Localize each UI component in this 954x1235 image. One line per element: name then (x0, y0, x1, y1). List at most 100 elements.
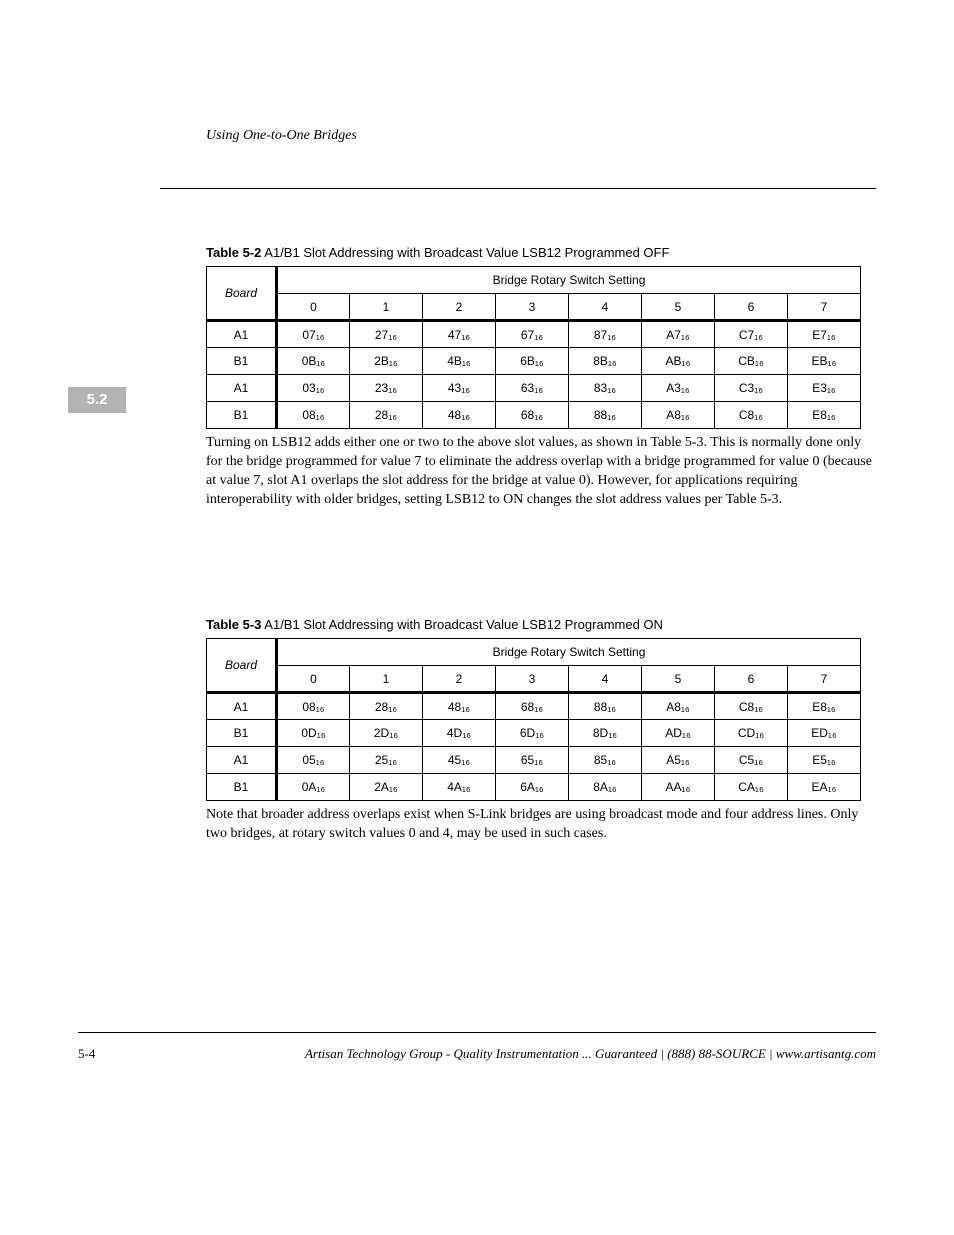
table-cell: 48₁₆ (423, 693, 496, 720)
table-cell: CD₁₆ (715, 720, 788, 747)
table-cell: 0D₁₆ (277, 720, 350, 747)
table-col-header: 2 (423, 294, 496, 321)
table-cell: 65₁₆ (496, 747, 569, 774)
table-cell: 08₁₆ (277, 693, 350, 720)
table-col-header: 6 (715, 294, 788, 321)
table-row-label: A1 (207, 321, 277, 348)
table-row-label: A1 (207, 375, 277, 402)
table-cell: E5₁₆ (788, 747, 861, 774)
table-cell: 83₁₆ (569, 375, 642, 402)
table-cell: 08₁₆ (277, 402, 350, 429)
table-cell: 05₁₆ (277, 747, 350, 774)
table-cell: 85₁₆ (569, 747, 642, 774)
table-cell: ED₁₆ (788, 720, 861, 747)
table-cell: 25₁₆ (350, 747, 423, 774)
table-col-header: 1 (350, 666, 423, 693)
table-col0-header: Board (207, 267, 277, 321)
table-cell: 0A₁₆ (277, 774, 350, 801)
header-rule (160, 188, 876, 189)
table-col-header: 7 (788, 294, 861, 321)
table-cell: C8₁₆ (715, 693, 788, 720)
table-cell: 6D₁₆ (496, 720, 569, 747)
table-cell: 6B₁₆ (496, 348, 569, 375)
table-cell: CA₁₆ (715, 774, 788, 801)
running-head: Using One-to-One Bridges (206, 128, 357, 144)
table-cell: A5₁₆ (642, 747, 715, 774)
table-span-header: Bridge Rotary Switch Setting (277, 267, 861, 294)
table-cell: 45₁₆ (423, 747, 496, 774)
table-cell: EA₁₆ (788, 774, 861, 801)
table-cell: 47₁₆ (423, 321, 496, 348)
table-row-label: A1 (207, 693, 277, 720)
table-cell: E8₁₆ (788, 693, 861, 720)
table-cell: 2D₁₆ (350, 720, 423, 747)
table-cell: 6A₁₆ (496, 774, 569, 801)
table-cell: 68₁₆ (496, 402, 569, 429)
table-cell: 4B₁₆ (423, 348, 496, 375)
table-row-label: B1 (207, 720, 277, 747)
table-cell: 28₁₆ (350, 693, 423, 720)
table-row-label: A1 (207, 747, 277, 774)
table-col0-header: Board (207, 639, 277, 693)
table1-caption-text: A1/B1 Slot Addressing with Broadcast Val… (264, 245, 669, 260)
table-cell: 63₁₆ (496, 375, 569, 402)
table-cell: 8A₁₆ (569, 774, 642, 801)
table-cell: 88₁₆ (569, 693, 642, 720)
table-row-label: B1 (207, 774, 277, 801)
table-cell: 4D₁₆ (423, 720, 496, 747)
paragraph-2: Note that broader address overlaps exist… (206, 806, 876, 844)
page: Using One-to-One Bridges 5.2 Table 5-2 A… (0, 0, 954, 1235)
table-col-header: 3 (496, 666, 569, 693)
table-cell: 2A₁₆ (350, 774, 423, 801)
table-cell: E3₁₆ (788, 375, 861, 402)
table-cell: C5₁₆ (715, 747, 788, 774)
table2-caption-num: Table 5-3 (206, 617, 261, 632)
table2-caption-text: A1/B1 Slot Addressing with Broadcast Val… (264, 617, 663, 632)
table-row-label: B1 (207, 402, 277, 429)
table-cell: 8D₁₆ (569, 720, 642, 747)
table1-caption: Table 5-2 A1/B1 Slot Addressing with Bro… (206, 245, 669, 260)
table-row-label: B1 (207, 348, 277, 375)
table-cell: AB₁₆ (642, 348, 715, 375)
table-cell: C3₁₆ (715, 375, 788, 402)
table-col-header: 6 (715, 666, 788, 693)
table-cell: CB₁₆ (715, 348, 788, 375)
table-col-header: 1 (350, 294, 423, 321)
table2-caption: Table 5-3 A1/B1 Slot Addressing with Bro… (206, 617, 663, 632)
table-cell: C8₁₆ (715, 402, 788, 429)
footer-source: Artisan Technology Group - Quality Instr… (305, 1046, 876, 1062)
table-cell: 07₁₆ (277, 321, 350, 348)
table-cell: 4A₁₆ (423, 774, 496, 801)
table-cell: AD₁₆ (642, 720, 715, 747)
table-cell: 0B₁₆ (277, 348, 350, 375)
table-cell: A3₁₆ (642, 375, 715, 402)
table-cell: A8₁₆ (642, 693, 715, 720)
table-cell: 88₁₆ (569, 402, 642, 429)
table-col-header: 0 (277, 294, 350, 321)
table-col-header: 7 (788, 666, 861, 693)
table-span-header: Bridge Rotary Switch Setting (277, 639, 861, 666)
page-number: 5-4 (78, 1046, 95, 1062)
table-col-header: 3 (496, 294, 569, 321)
table-cell: AA₁₆ (642, 774, 715, 801)
paragraph-1: Turning on LSB12 adds either one or two … (206, 434, 876, 510)
table-cell: 68₁₆ (496, 693, 569, 720)
table-cell: 03₁₆ (277, 375, 350, 402)
table-cell: 27₁₆ (350, 321, 423, 348)
table-col-header: 4 (569, 666, 642, 693)
table-col-header: 5 (642, 294, 715, 321)
table-cell: 23₁₆ (350, 375, 423, 402)
table-cell: A7₁₆ (642, 321, 715, 348)
table-cell: 2B₁₆ (350, 348, 423, 375)
footer-rule (78, 1032, 876, 1033)
table2: BoardBridge Rotary Switch Setting0123456… (206, 638, 861, 801)
section-tab: 5.2 (68, 387, 126, 413)
table1-caption-num: Table 5-2 (206, 245, 261, 260)
table-cell: 67₁₆ (496, 321, 569, 348)
table-col-header: 0 (277, 666, 350, 693)
table-cell: E7₁₆ (788, 321, 861, 348)
table-cell: EB₁₆ (788, 348, 861, 375)
table-cell: 43₁₆ (423, 375, 496, 402)
table-col-header: 4 (569, 294, 642, 321)
table-cell: 8B₁₆ (569, 348, 642, 375)
